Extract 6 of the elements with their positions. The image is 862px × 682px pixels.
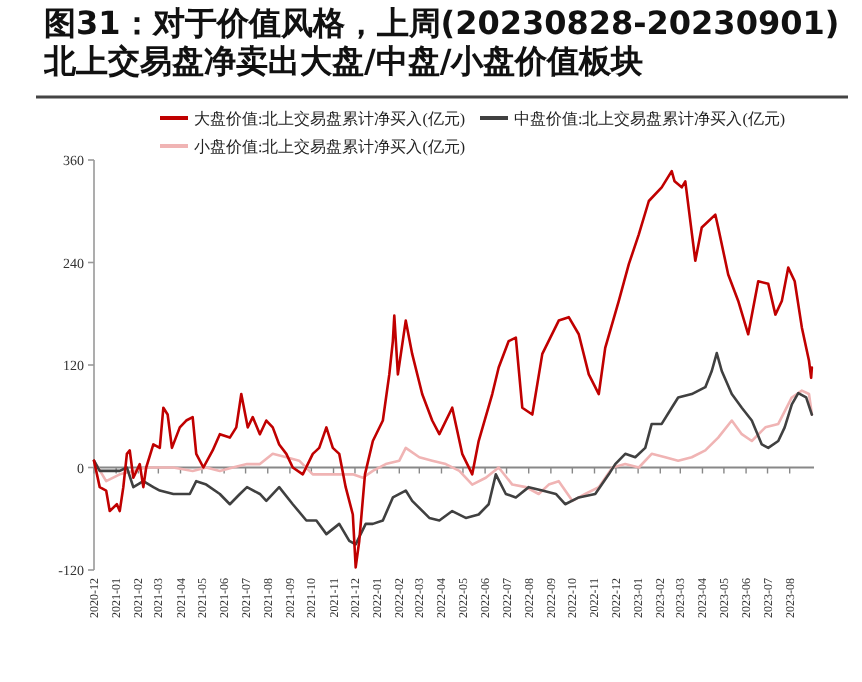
legend-label: 小盘价值:北上交易盘累计净买入(亿元) <box>194 138 466 156</box>
legend-label: 大盘价值:北上交易盘累计净买入(亿元) <box>194 110 466 128</box>
chart-title: 图31：对于价值风格，上周(20230828-20230901)北上交易盘净卖出大盘/中盘/小盘价值板块 <box>44 4 842 80</box>
line-series <box>92 351 814 546</box>
line-series <box>92 169 814 569</box>
legend-label: 中盘价值:北上交易盘累计净买入(亿元) <box>514 110 786 128</box>
